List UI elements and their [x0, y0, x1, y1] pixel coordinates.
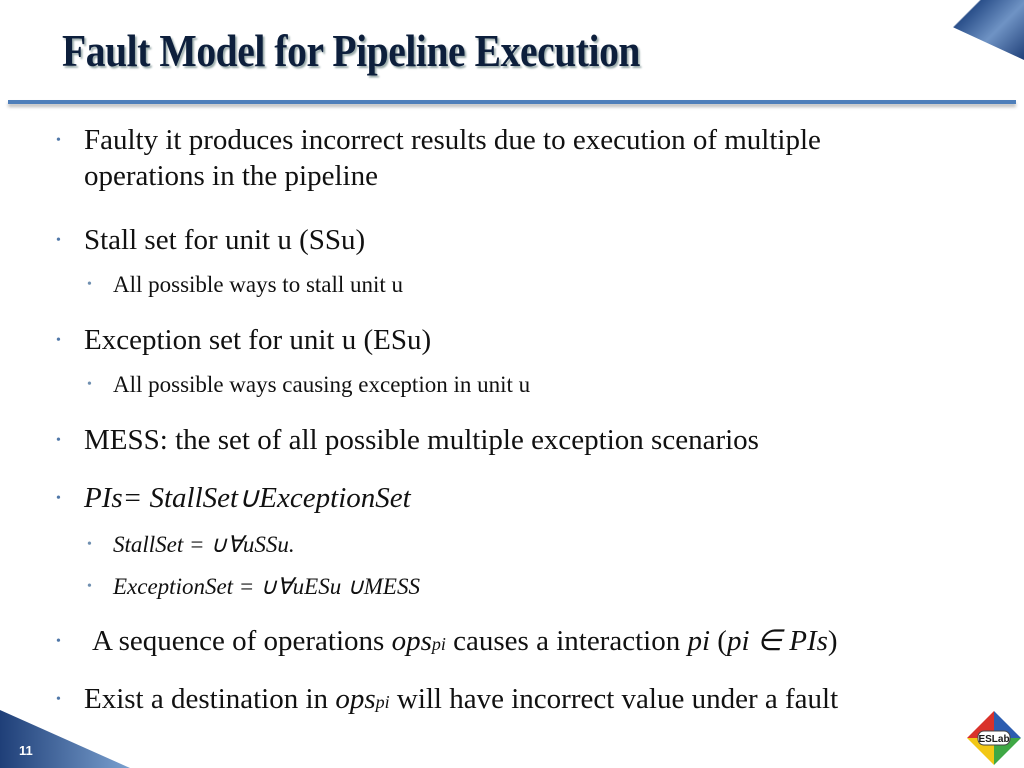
eslab-logo: ESLab	[967, 711, 1021, 765]
sub-bullet-item: • StallSet = ∪∀uSSu.	[87, 530, 295, 560]
title-divider	[8, 100, 1016, 104]
bullet-icon: •	[56, 433, 61, 448]
bullet-icon: •	[56, 692, 61, 707]
bullet-icon: •	[87, 277, 92, 292]
bullet-text: causes a interaction	[445, 625, 688, 657]
bullet-item: • A sequence of operations opspi causes a…	[56, 623, 838, 662]
bullet-icon: •	[56, 233, 61, 248]
bullet-text: Exist a destination in	[84, 683, 336, 715]
bullet-icon: •	[56, 491, 61, 506]
bullet-text: All possible ways causing exception in u…	[113, 372, 531, 397]
formula-text: StallSet = ∪∀uSSu.	[113, 532, 295, 557]
bullet-text: All possible ways to stall unit u	[113, 272, 404, 297]
subscript: pi	[375, 692, 390, 712]
subscript: pi	[431, 634, 446, 654]
formula-text: ops	[335, 683, 376, 715]
bullet-icon: •	[56, 133, 61, 148]
bullet-text: will have incorrect value under a fault	[389, 683, 839, 715]
bullet-text: Stall set for unit u (SSu)	[84, 224, 366, 256]
bullet-icon: •	[56, 333, 61, 348]
bullet-text: Faulty it produces incorrect results due…	[84, 124, 821, 156]
bullet-item: • MESS: the set of all possible multiple …	[56, 422, 759, 458]
bullet-text: operations in the pipeline	[84, 160, 378, 192]
formula-text: ops	[391, 625, 432, 657]
formula-text: PIs= StallSet∪ExceptionSet	[84, 482, 411, 514]
bullet-text: )	[827, 625, 838, 657]
bullet-item: • PIs= StallSet∪ExceptionSet	[56, 480, 411, 516]
bullet-item: • Exist a destination in opspi will have …	[56, 681, 839, 720]
bullet-text: MESS: the set of all possible multiple e…	[84, 424, 759, 456]
page-number: 11	[19, 743, 33, 758]
sub-bullet-item: • All possible ways causing exception in …	[87, 370, 531, 400]
bullet-item: • Stall set for unit u (SSu)	[56, 222, 366, 258]
bullet-text: Exception set for unit u (ESu)	[84, 324, 432, 356]
formula-text: ExceptionSet = ∪∀uESu ∪MESS	[113, 574, 420, 599]
corner-decoration-top-right	[894, 0, 1024, 60]
svg-text:ESLab: ESLab	[978, 734, 1009, 745]
formula-text: pi	[687, 625, 711, 657]
bullet-text: A sequence of operations	[92, 625, 392, 657]
bullet-icon: •	[87, 579, 92, 594]
bullet-item: • Exception set for unit u (ESu)	[56, 322, 432, 358]
bullet-icon: •	[87, 537, 92, 552]
bullet-icon: •	[87, 377, 92, 392]
bullet-item: • Faulty it produces incorrect results du…	[56, 122, 821, 194]
bullet-icon: •	[56, 634, 61, 649]
formula-text: pi ∈ PIs	[726, 625, 828, 657]
sub-bullet-item: • ExceptionSet = ∪∀uESu ∪MESS	[87, 572, 420, 602]
slide-title: Fault Model for Pipeline Execution	[62, 25, 641, 76]
bullet-text: (	[710, 625, 727, 657]
sub-bullet-item: • All possible ways to stall unit u	[87, 270, 404, 300]
